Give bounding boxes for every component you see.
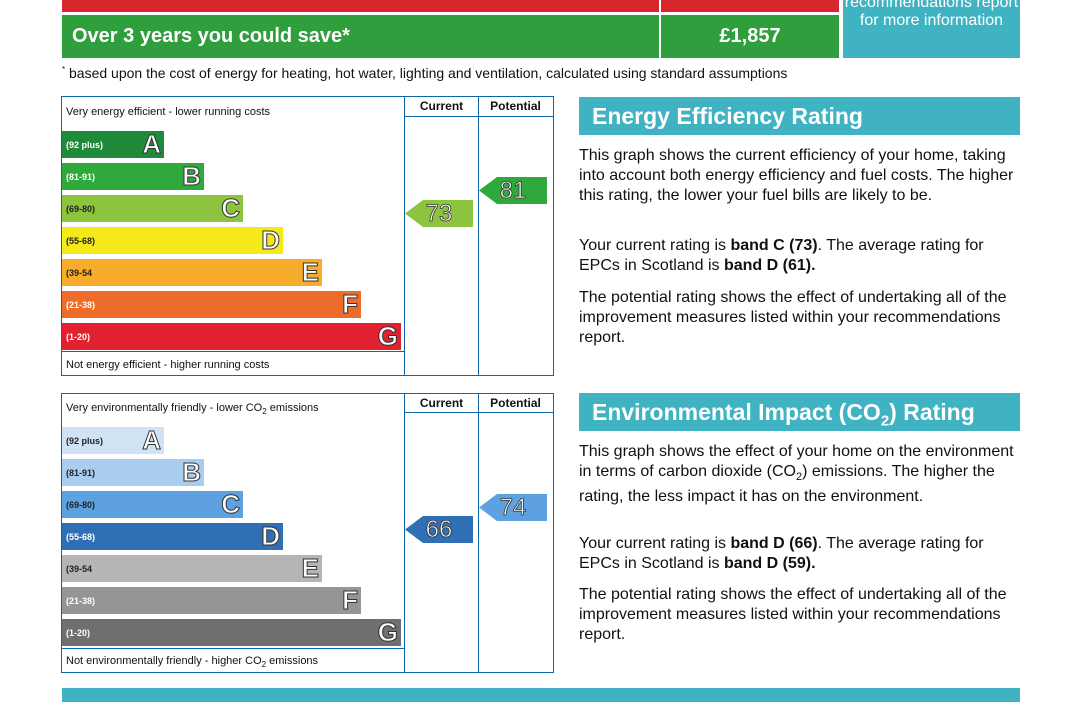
environment-average-band: band D (59). bbox=[723, 555, 816, 572]
environment-band-a: (92 plus) A bbox=[62, 425, 164, 455]
recommendations-note: recommendations report for more informat… bbox=[843, 0, 1020, 58]
environment-top-label: Very environmentally friendly - lower CO… bbox=[66, 402, 319, 416]
energy-band-e: (39-54 E bbox=[62, 257, 322, 287]
energy-band-letter: D bbox=[261, 225, 281, 255]
energy-bottom-label: Not energy efficient - higher running co… bbox=[66, 359, 270, 371]
energy-potential-column bbox=[478, 96, 479, 376]
environment-current-rating-text: Your current rating is band D (66). The … bbox=[579, 534, 1019, 574]
energy-current-band: band C (73) bbox=[730, 237, 818, 254]
environment-band-e: (39-54 E bbox=[62, 553, 322, 583]
savings-label: Over 3 years you could save* bbox=[62, 15, 659, 58]
environment-bottom-label: Not environmentally friendly - higher CO… bbox=[66, 655, 318, 669]
footnote-mark: * bbox=[62, 65, 66, 74]
energy-band-letter: E bbox=[301, 257, 319, 287]
energy-potential-header: Potential bbox=[490, 99, 541, 113]
environment-band-b: (81-91) B bbox=[62, 457, 204, 487]
environment-current-band: band D (66) bbox=[730, 535, 818, 552]
environment-rating-prefix: Your current rating is bbox=[579, 535, 731, 552]
environment-band-range: (69-80) bbox=[66, 500, 96, 510]
previous-row-value-bar bbox=[661, 0, 839, 12]
environment-band-letter: F bbox=[342, 585, 359, 615]
energy-band-range: (55-68) bbox=[66, 236, 96, 246]
energy-average-band: band D (61). bbox=[723, 257, 816, 274]
energy-band-letter: C bbox=[221, 193, 241, 223]
next-section-heading-bar bbox=[62, 688, 1020, 702]
energy-band-range: (1-20) bbox=[66, 332, 91, 342]
environment-description-pre: This graph shows the effect of your home… bbox=[579, 443, 1014, 480]
environment-description-sub: 2 bbox=[795, 471, 803, 484]
environment-current-header: Current bbox=[419, 396, 464, 410]
energy-current-header: Current bbox=[419, 99, 464, 113]
environment-footer-line bbox=[62, 648, 404, 649]
environment-top-label-sub: 2 bbox=[262, 407, 267, 417]
energy-rating-mid: . The average rating for EPCs in Scotlan… bbox=[579, 237, 984, 274]
energy-band-b: (81-91) B bbox=[62, 161, 204, 191]
environment-bottom-label-sub: 2 bbox=[261, 660, 267, 670]
environment-top-label-post: emissions bbox=[266, 402, 319, 414]
environment-band-letter: D bbox=[261, 521, 281, 551]
environment-potential-header: Potential bbox=[490, 396, 541, 410]
recommendations-note-text: recommendations report for more informat… bbox=[844, 0, 1019, 29]
energy-current-rating-text: Your current rating is band C (73). The … bbox=[579, 236, 1019, 276]
previous-row-bar bbox=[62, 0, 659, 12]
environment-band-range: (55-68) bbox=[66, 532, 96, 542]
energy-band-letter: G bbox=[377, 321, 398, 351]
environment-band-range: (1-20) bbox=[66, 628, 91, 638]
environment-description-post: ) emissions. The higher the rating, the … bbox=[579, 463, 995, 506]
energy-band-letter: A bbox=[142, 129, 162, 159]
environment-band-d: (55-68) D bbox=[62, 521, 283, 551]
environment-band-letter: C bbox=[221, 489, 241, 519]
energy-band-letter: F bbox=[342, 289, 359, 319]
environment-rating-mid: . The average rating for EPCs in Scotlan… bbox=[579, 535, 984, 572]
energy-band-letter: B bbox=[182, 161, 202, 191]
environment-band-c: (69-80) C bbox=[62, 489, 243, 519]
footnote-text: based upon the cost of energy for heatin… bbox=[69, 65, 788, 81]
environment-band-range: (81-91) bbox=[66, 468, 96, 478]
environment-band-range: (39-54 bbox=[66, 564, 93, 574]
environment-heading-pre: Environmental Impact (CO bbox=[592, 399, 881, 425]
footnote: * based upon the cost of energy for heat… bbox=[62, 65, 787, 81]
savings-value: £1,857 bbox=[661, 15, 839, 58]
environment-header-line bbox=[404, 412, 553, 413]
environment-heading-post: ) Rating bbox=[889, 399, 975, 425]
energy-band-a: (92 plus) A bbox=[62, 129, 164, 159]
environment-band-letter: A bbox=[142, 425, 162, 455]
energy-rating-prefix: Your current rating is bbox=[579, 237, 731, 254]
energy-band-range: (69-80) bbox=[66, 204, 96, 214]
environment-band-letter: B bbox=[182, 457, 202, 487]
environment-top-label-pre: Very environmentally friendly - lower CO bbox=[66, 402, 263, 414]
environment-description: This graph shows the effect of your home… bbox=[579, 442, 1019, 507]
environment-potential-column bbox=[478, 393, 479, 673]
environment-current-column bbox=[404, 393, 405, 673]
energy-efficiency-heading: Energy Efficiency Rating bbox=[579, 97, 1020, 135]
environment-bottom-label-post: emissions bbox=[266, 655, 319, 667]
environment-potential-text: The potential rating shows the effect of… bbox=[579, 586, 1007, 643]
energy-band-c: (69-80) C bbox=[62, 193, 243, 223]
energy-band-range: (81-91) bbox=[66, 172, 96, 182]
environment-band-letter: G bbox=[377, 617, 398, 647]
energy-band-range: (39-54 bbox=[66, 268, 93, 278]
energy-band-d: (55-68) D bbox=[62, 225, 283, 255]
energy-band-f: (21-38) F bbox=[62, 289, 361, 319]
environment-band-letter: E bbox=[301, 553, 319, 583]
environment-bottom-label-pre: Not environmentally friendly - higher CO bbox=[66, 655, 262, 667]
energy-footer-line bbox=[62, 351, 404, 352]
energy-band-range: (92 plus) bbox=[66, 140, 104, 150]
environment-band-range: (21-38) bbox=[66, 596, 96, 606]
energy-current-column bbox=[404, 96, 405, 376]
environment-band-range: (92 plus) bbox=[66, 436, 104, 446]
energy-header-line bbox=[404, 116, 553, 117]
environment-heading-sub: 2 bbox=[880, 412, 890, 430]
environmental-impact-heading: Environmental Impact (CO2) Rating bbox=[579, 393, 1020, 431]
environment-band-f: (21-38) F bbox=[62, 585, 361, 615]
energy-description: This graph shows the current efficiency … bbox=[579, 147, 1014, 204]
energy-band-g: (1-20) G bbox=[62, 321, 401, 351]
environment-band-g: (1-20) G bbox=[62, 617, 401, 647]
energy-band-range: (21-38) bbox=[66, 300, 96, 310]
energy-top-label: Very energy efficient - lower running co… bbox=[66, 106, 271, 118]
energy-potential-text: The potential rating shows the effect of… bbox=[579, 289, 1007, 346]
